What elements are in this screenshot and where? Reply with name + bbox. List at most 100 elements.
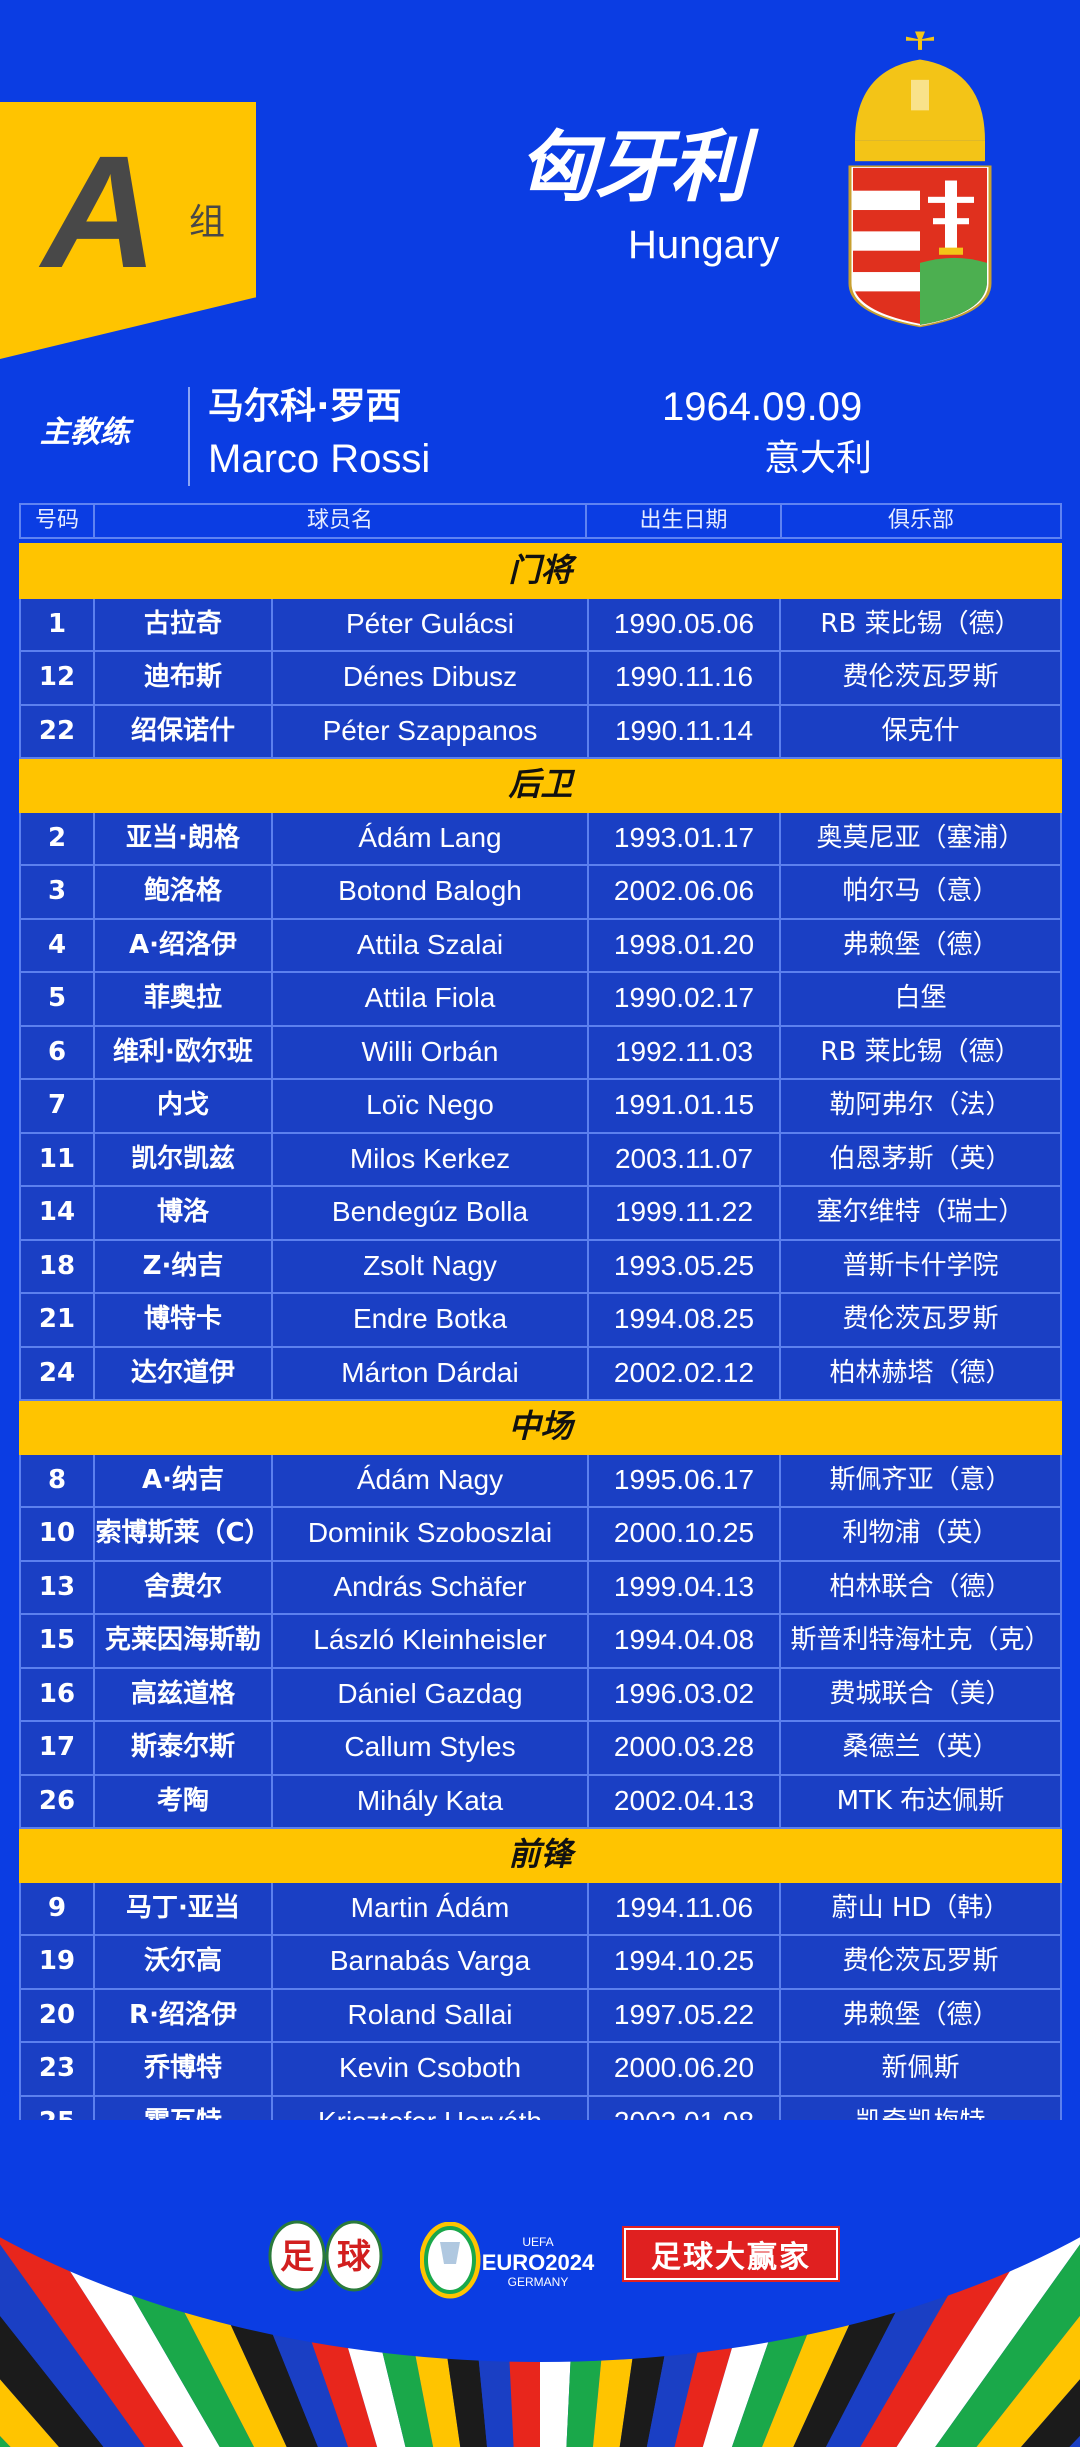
player-name-en: Márton Dárdai <box>271 1345 589 1401</box>
player-name-en: Mihály Kata <box>271 1773 589 1829</box>
table-row: 26 考陶 Mihály Kata 2002.04.13 MTK 布达佩斯 <box>19 1773 1062 1829</box>
footer-arc <box>0 2120 1080 2362</box>
player-club: 奥莫尼亚（塞浦） <box>779 810 1062 866</box>
player-dob: 1990.11.14 <box>587 703 781 759</box>
coach-dob: 1964.09.09 <box>662 385 863 429</box>
table-row: 6 维利·欧尔班 Willi Orbán 1992.11.03 RB 莱比锡（德） <box>19 1024 1062 1080</box>
player-name-en: Attila Szalai <box>271 917 589 973</box>
player-dob: 1999.11.22 <box>587 1185 781 1241</box>
player-number: 17 <box>19 1720 95 1776</box>
player-number: 8 <box>19 1452 95 1508</box>
player-number: 24 <box>19 1345 95 1401</box>
player-name-cn: 舍费尔 <box>93 1559 273 1615</box>
table-row: 8 A·纳吉 Ádám Nagy 1995.06.17 斯佩齐亚（意） <box>19 1452 1062 1508</box>
table-row: 21 博特卡 Endre Botka 1994.08.25 费伦茨瓦罗斯 <box>19 1292 1062 1348</box>
player-name-en: Ádám Lang <box>271 810 589 866</box>
column-header-number: 号码 <box>19 503 95 539</box>
svg-text:EURO2024: EURO2024 <box>482 2250 595 2275</box>
player-club: 勒阿弗尔（法） <box>779 1078 1062 1134</box>
section-title: 后卫 <box>19 757 1062 813</box>
player-name-en: Zsolt Nagy <box>271 1238 589 1294</box>
svg-text:UEFA: UEFA <box>522 2235 553 2249</box>
flag-stripe <box>0 2379 59 2447</box>
flag-stripe <box>0 2315 104 2447</box>
flag-stripe <box>0 2200 184 2447</box>
player-name-cn: 博特卡 <box>93 1292 273 1348</box>
flag-stripe <box>935 2244 1080 2447</box>
player-name-cn: 古拉奇 <box>93 596 273 652</box>
section-title: 门将 <box>19 543 1062 599</box>
player-name-en: Bendegúz Bolla <box>271 1185 589 1241</box>
player-name-cn: 克莱因海斯勒 <box>93 1613 273 1669</box>
player-club: 伯恩茅斯（英） <box>779 1131 1062 1187</box>
table-row: 5 菲奥拉 Attila Fiola 1990.02.17 白堡 <box>19 971 1062 1027</box>
player-club: RB 莱比锡（德） <box>779 1024 1062 1080</box>
player-name-en: Botond Balogh <box>271 864 589 920</box>
section-header: 中场 <box>19 1399 1062 1455</box>
player-name-cn: 沃尔高 <box>93 1934 273 1990</box>
player-name-en: Dominik Szoboszlai <box>271 1506 589 1562</box>
player-name-en: Barnabás Varga <box>271 1934 589 1990</box>
player-number: 14 <box>19 1185 95 1241</box>
player-name-cn: 马丁·亚当 <box>93 1880 273 1936</box>
player-name-cn: 绍保诺什 <box>93 703 273 759</box>
player-name-en: Callum Styles <box>271 1720 589 1776</box>
player-name-cn: 鲍洛格 <box>93 864 273 920</box>
player-name-cn: A·纳吉 <box>93 1452 273 1508</box>
player-dob: 1994.10.25 <box>587 1934 781 1990</box>
player-number: 21 <box>19 1292 95 1348</box>
player-number: 7 <box>19 1078 95 1134</box>
player-name-en: Martin Ádám <box>271 1880 589 1936</box>
coach-label: 主教练 <box>40 415 130 450</box>
player-club: 白堡 <box>779 971 1062 1027</box>
player-number: 16 <box>19 1666 95 1722</box>
footer-art <box>0 2120 1080 2447</box>
column-header-name: 球员名 <box>93 503 587 539</box>
player-name-cn: 达尔道伊 <box>93 1345 273 1401</box>
player-number: 5 <box>19 971 95 1027</box>
player-number: 3 <box>19 864 95 920</box>
player-name-en: Attila Fiola <box>271 971 589 1027</box>
table-row: 12 迪布斯 Dénes Dibusz 1990.11.16 费伦茨瓦罗斯 <box>19 650 1062 706</box>
player-club: 费伦茨瓦罗斯 <box>779 1292 1062 1348</box>
flag-stripe <box>0 2244 145 2447</box>
player-dob: 2002.04.13 <box>587 1773 781 1829</box>
player-dob: 1991.01.15 <box>587 1078 781 1134</box>
group-letter: A <box>42 122 158 301</box>
player-name-en: Endre Botka <box>271 1292 589 1348</box>
player-dob: 2000.06.20 <box>587 2041 781 2097</box>
player-name-en: Péter Szappanos <box>271 703 589 759</box>
table-row: 11 凯尔凯兹 Milos Kerkez 2003.11.07 伯恩茅斯（英） <box>19 1131 1062 1187</box>
player-number: 1 <box>19 596 95 652</box>
player-club: 桑德兰（英） <box>779 1720 1062 1776</box>
section-header: 前锋 <box>19 1827 1062 1883</box>
table-row: 15 克莱因海斯勒 László Kleinheisler 1994.04.08 斯普利… <box>19 1613 1062 1669</box>
coach-name-cn: 马尔科·罗西 <box>208 386 402 427</box>
player-dob: 2002.02.12 <box>587 1345 781 1401</box>
player-name-cn: 高兹道格 <box>93 1666 273 1722</box>
table-row: 9 马丁·亚当 Martin Ádám 1994.11.06 蔚山 HD（韩） <box>19 1880 1062 1936</box>
table-row: 1 古拉奇 Péter Gulácsi 1990.05.06 RB 莱比锡（德） <box>19 596 1062 652</box>
player-club: MTK 布达佩斯 <box>779 1773 1062 1829</box>
player-dob: 1998.01.20 <box>587 917 781 973</box>
column-header-club: 俱乐部 <box>780 503 1062 539</box>
svg-text:球: 球 <box>337 2237 372 2277</box>
player-club: 斯佩齐亚（意） <box>779 1452 1062 1508</box>
player-number: 19 <box>19 1934 95 1990</box>
coach-divider <box>188 387 190 486</box>
player-name-en: Péter Gulácsi <box>271 596 589 652</box>
player-name-en: Milos Kerkez <box>271 1131 589 1187</box>
player-dob: 1990.02.17 <box>587 971 781 1027</box>
table-header: 号码 球员名 出生日期 俱乐部 <box>19 503 1062 539</box>
player-dob: 1994.11.06 <box>587 1880 781 1936</box>
flag-stripe <box>976 2315 1080 2447</box>
player-dob: 2002.06.06 <box>587 864 781 920</box>
player-name-en: Dénes Dibusz <box>271 650 589 706</box>
player-dob: 2000.03.28 <box>587 1720 781 1776</box>
player-club: RB 莱比锡（德） <box>779 596 1062 652</box>
team-name-en: Hungary <box>628 223 780 267</box>
player-number: 13 <box>19 1559 95 1615</box>
player-name-en: Ádám Nagy <box>271 1452 589 1508</box>
player-name-en: Kevin Csoboth <box>271 2041 589 2097</box>
player-number: 18 <box>19 1238 95 1294</box>
